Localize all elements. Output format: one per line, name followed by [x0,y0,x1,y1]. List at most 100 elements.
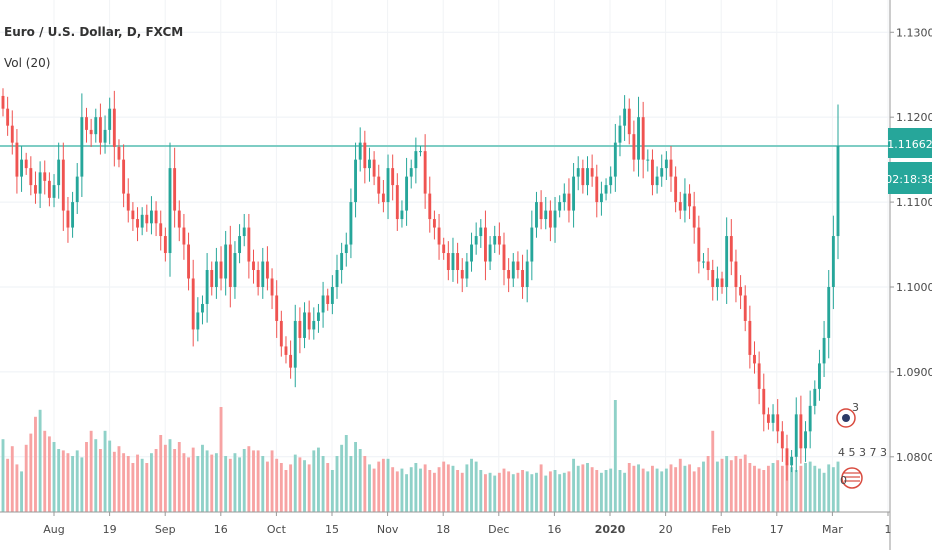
candle-body [804,431,807,449]
candle [252,249,255,284]
candle-body [525,261,529,287]
volume-bar [43,430,47,512]
volume-bar [456,470,460,512]
candle-body [428,193,432,220]
candle [57,142,61,199]
candle [228,225,232,308]
candle [368,147,371,182]
volume-bar [562,472,566,512]
volume-bar [776,460,780,512]
volume-bar [238,457,242,512]
volume-bar [47,436,51,512]
candle [530,210,534,281]
candle [446,241,450,281]
candle [706,247,710,281]
candle-body [145,214,149,224]
candle [539,190,543,230]
candle-body [502,244,506,271]
volume-bar [442,461,446,512]
candle-body [279,320,283,347]
candle-body [595,176,599,203]
volume-bar [451,465,455,512]
candle [748,305,752,369]
price-axis-background [890,0,932,550]
candle [739,275,743,310]
candle [651,149,654,196]
volume-bar [618,470,622,512]
candle [544,196,548,230]
candle-body [108,108,112,130]
candle [224,230,228,296]
time-tick-label: Aug [43,523,64,536]
volume-bar [669,464,673,512]
candle [637,96,640,177]
volume-bar [831,467,835,512]
volume-bar [507,471,511,512]
time-tick-label: 15 [325,523,339,536]
candle [827,270,831,359]
candle [729,219,733,276]
candle [265,246,269,291]
volume-bar [595,470,599,512]
candle [340,242,344,284]
volume-bar [112,451,116,512]
candle-body [827,286,831,338]
candle [66,196,70,243]
candle [414,137,418,184]
candle-body [460,270,464,279]
candle [497,222,501,255]
candle-body [210,270,214,287]
price-tick-label: 1.13000 [896,26,932,39]
price-axis-ticks: 1.08000 1.09000 1.10000 1.11000 1.12000 1.130… [890,26,932,464]
volume-bar [739,458,743,512]
volume-bar [599,472,603,512]
candle [391,154,395,201]
volume-bar [530,474,534,512]
volume-bar [358,449,362,512]
candle-body [24,159,28,169]
candle-body [326,295,330,304]
volume-bar [103,430,107,512]
volume-bar [312,450,316,512]
candle-body [126,193,130,211]
candle [205,253,209,323]
countdown-label: 02:18:38 [885,173,932,186]
candle-body [89,129,93,135]
candle [29,156,33,196]
candle-body [34,185,37,194]
volume-bar [182,453,186,512]
volume-bar [711,430,715,512]
candle-body [298,320,302,338]
candle [488,236,492,271]
candle-body [252,261,255,271]
volume-bar [256,450,260,512]
candle-body [646,159,650,161]
candle [465,253,469,287]
volume-bar [201,444,204,512]
candle-body [400,210,404,220]
candle [94,108,98,143]
candle-body [265,261,269,279]
candle [423,134,427,209]
volume-bar [488,472,492,512]
volume-bar [275,458,279,512]
volume-bar [98,449,102,512]
chart-title[interactable]: Euro / U.S. Dollar, D, FXCM [4,25,184,39]
volume-bar [136,454,139,512]
candle [692,191,696,244]
candle-body [173,168,177,211]
candle [702,253,705,269]
candle-body [748,320,752,355]
volume-indicator-label[interactable]: Vol (20) [4,56,51,70]
candle-body [725,236,729,287]
candle [646,149,650,172]
candle-body [363,142,367,169]
candle [484,210,487,281]
candle [312,307,316,340]
volume-bar [419,468,422,512]
candle-body [706,261,710,271]
candle-body [228,244,232,287]
time-tick-label: 2020 [595,523,626,536]
candle-body [766,414,770,423]
